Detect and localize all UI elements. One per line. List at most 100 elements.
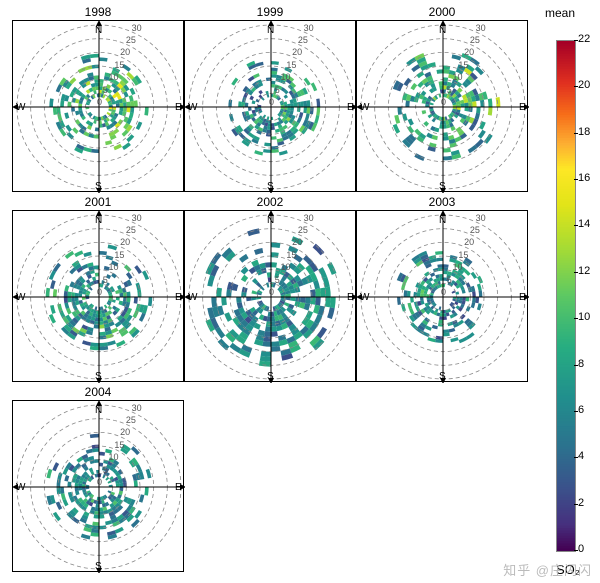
radial-tick-label: 15: [114, 60, 124, 70]
colorbar-tick-mark: [574, 365, 578, 366]
polar-panel-2004: 2004NESW051015202530: [12, 400, 184, 572]
colorbar-tick-mark: [574, 411, 578, 412]
compass-N: N: [95, 405, 102, 416]
compass-N: N: [439, 215, 446, 226]
compass-E: E: [175, 102, 182, 113]
compass-N: N: [267, 215, 274, 226]
compass-W: W: [16, 102, 25, 113]
panel-title: 1998: [13, 5, 183, 19]
radial-tick-label: 5: [447, 275, 452, 285]
radial-tick-label: 25: [126, 225, 136, 235]
radial-tick-label: 15: [286, 60, 296, 70]
radial-tick-label: 5: [103, 275, 108, 285]
radial-tick-label: 25: [126, 35, 136, 45]
radial-tick-label: 0: [441, 287, 446, 297]
compass-N: N: [95, 215, 102, 226]
polar-panel-1999: 1999NESW051015202530: [184, 20, 356, 192]
radial-tick-label: 10: [453, 262, 463, 272]
radial-tick-label: 30: [132, 403, 142, 413]
compass-N: N: [267, 25, 274, 36]
polar-panel-2003: 2003NESW051015202530: [356, 210, 528, 382]
radial-tick-label: 10: [109, 262, 119, 272]
colorbar-tick-mark: [574, 318, 578, 319]
compass-S: S: [95, 561, 102, 572]
radial-tick-label: 30: [132, 213, 142, 223]
radial-tick-label: 10: [281, 262, 291, 272]
compass-E: E: [347, 102, 354, 113]
colorbar-tick-mark: [574, 272, 578, 273]
radial-tick-label: 30: [304, 213, 314, 223]
radial-tick-label: 20: [292, 237, 302, 247]
panel-title: 2001: [13, 195, 183, 209]
polar-panel-2002: 2002NESW051015202530: [184, 210, 356, 382]
radial-tick-label: 25: [126, 415, 136, 425]
colorbar-tick-mark: [574, 179, 578, 180]
panel-title: 2003: [357, 195, 527, 209]
colorbar-tick: 4: [578, 450, 600, 462]
radial-tick-label: 15: [286, 250, 296, 260]
colorbar-tick: 6: [578, 404, 600, 416]
radial-tick-label: 20: [464, 237, 474, 247]
radial-tick-label: 20: [120, 427, 130, 437]
radial-tick-label: 0: [269, 97, 274, 107]
colorbar-tick: 14: [578, 218, 600, 230]
radial-tick-label: 10: [281, 72, 291, 82]
compass-S: S: [95, 371, 102, 382]
radial-tick-label: 30: [304, 23, 314, 33]
colorbar-tick-mark: [574, 133, 578, 134]
radial-tick-label: 25: [298, 35, 308, 45]
watermark: 知乎 @庄闪闪: [503, 560, 592, 579]
compass-S: S: [267, 371, 274, 382]
colorbar-tick-mark: [574, 225, 578, 226]
compass-E: E: [175, 482, 182, 493]
colorbar-tick: 12: [578, 265, 600, 277]
radial-tick-label: 0: [269, 287, 274, 297]
compass-W: W: [188, 102, 197, 113]
radial-tick-label: 5: [103, 85, 108, 95]
colorbar: [556, 40, 576, 552]
compass-E: E: [519, 102, 526, 113]
radial-tick-label: 30: [476, 213, 486, 223]
radial-tick-label: 5: [275, 85, 280, 95]
compass-W: W: [16, 292, 25, 303]
radial-tick-label: 10: [109, 452, 119, 462]
radial-tick-label: 0: [97, 287, 102, 297]
radial-tick-label: 5: [103, 465, 108, 475]
colorbar-tick: 20: [578, 79, 600, 91]
radial-tick-label: 30: [476, 23, 486, 33]
radial-tick-label: 5: [447, 85, 452, 95]
compass-S: S: [267, 181, 274, 192]
radial-tick-label: 30: [132, 23, 142, 33]
panel-title: 2002: [185, 195, 355, 209]
radial-tick-label: 20: [120, 237, 130, 247]
colorbar-tick-mark: [574, 40, 578, 41]
colorbar-tick: 16: [578, 172, 600, 184]
radial-tick-label: 15: [458, 250, 468, 260]
panel-title: 1999: [185, 5, 355, 19]
colorbar-tick-mark: [574, 550, 578, 551]
colorbar-title: mean: [545, 6, 575, 20]
radial-tick-label: 0: [441, 97, 446, 107]
colorbar-tick-mark: [574, 457, 578, 458]
compass-N: N: [439, 25, 446, 36]
radial-tick-label: 15: [114, 250, 124, 260]
radial-tick-label: 15: [458, 60, 468, 70]
compass-W: W: [360, 102, 369, 113]
radial-tick-label: 10: [453, 72, 463, 82]
radial-tick-label: 0: [97, 97, 102, 107]
colorbar-tick: 22: [578, 33, 600, 45]
colorbar-tick: 8: [578, 358, 600, 370]
compass-W: W: [360, 292, 369, 303]
radial-tick-label: 5: [275, 275, 280, 285]
colorbar-tick: 10: [578, 311, 600, 323]
radial-tick-label: 10: [109, 72, 119, 82]
compass-W: W: [16, 482, 25, 493]
colorbar-tick-mark: [574, 504, 578, 505]
colorbar-tick: 2: [578, 497, 600, 509]
radial-tick-label: 25: [470, 35, 480, 45]
radial-tick-label: 20: [464, 47, 474, 57]
compass-S: S: [439, 371, 446, 382]
colorbar-tick: 0: [578, 543, 600, 555]
colorbar-tick-mark: [574, 86, 578, 87]
compass-W: W: [188, 292, 197, 303]
